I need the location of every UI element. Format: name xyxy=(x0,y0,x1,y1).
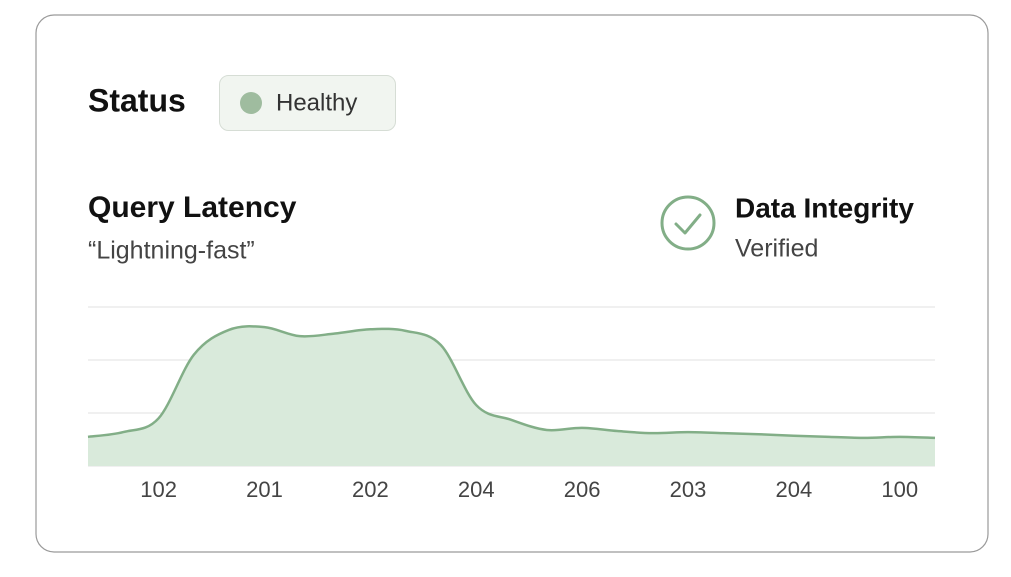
status-badge xyxy=(219,75,396,131)
status-label: Status xyxy=(88,82,186,118)
status-dot xyxy=(240,92,262,114)
x-tick-label: 206 xyxy=(564,477,601,502)
check-icon xyxy=(660,195,716,251)
x-tick-label: 203 xyxy=(670,477,707,502)
x-tick-label: 204 xyxy=(775,477,812,502)
x-tick-label: 204 xyxy=(458,477,495,502)
x-tick-label: 202 xyxy=(352,477,389,502)
chart-subtitle: “Lightning-fast” xyxy=(88,237,255,265)
check-mark xyxy=(674,213,702,235)
x-tick-label: 201 xyxy=(246,477,283,502)
x-tick-label: 100 xyxy=(881,477,918,502)
x-tick-label: 102 xyxy=(140,477,177,502)
status-text: Healthy xyxy=(276,89,357,116)
integrity-state: Verified xyxy=(735,235,818,263)
area-fill xyxy=(88,326,935,466)
integrity-title: Data Integrity xyxy=(735,192,914,223)
chart-title: Query Latency xyxy=(88,191,297,224)
area-line xyxy=(87,325,936,440)
